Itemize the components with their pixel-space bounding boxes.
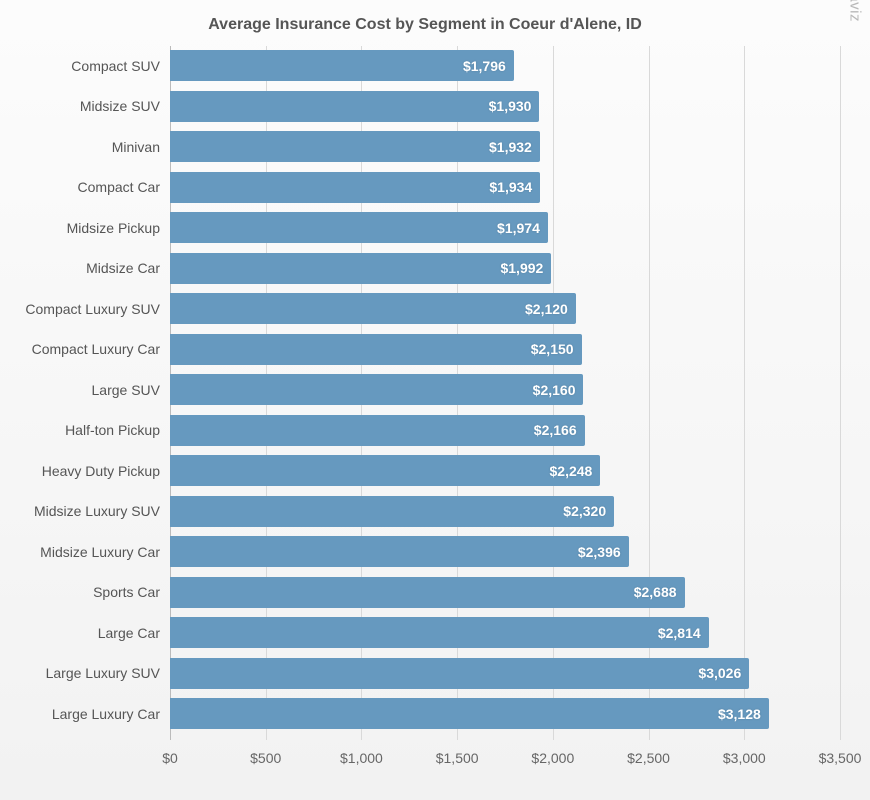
bar (170, 334, 582, 365)
category-label: Large SUV (10, 382, 160, 398)
x-tick-label: $3,500 (819, 750, 862, 766)
bar-row: Midsize SUV $1,930 (10, 91, 840, 122)
bar-value-label: $1,974 (497, 220, 540, 236)
bar-row: Large Luxury SUV $3,026 (10, 658, 840, 689)
x-tick-label: $3,000 (723, 750, 766, 766)
bar-value-label: $2,120 (525, 301, 568, 317)
category-label: Compact SUV (10, 58, 160, 74)
bar (170, 212, 548, 243)
bar-row: Large Car $2,814 (10, 617, 840, 648)
x-tick-label: $2,500 (627, 750, 670, 766)
bar (170, 658, 749, 689)
category-label: Half-ton Pickup (10, 422, 160, 438)
bar-row: Heavy Duty Pickup $2,248 (10, 455, 840, 486)
watermark: insuraviz (847, 0, 864, 22)
bar-value-label: $2,248 (550, 463, 593, 479)
bar (170, 455, 600, 486)
category-label: Compact Luxury SUV (10, 301, 160, 317)
bar-row: Sports Car $2,688 (10, 577, 840, 608)
category-label: Midsize Luxury Car (10, 544, 160, 560)
bar-value-label: $2,166 (534, 422, 577, 438)
chart-container: Average Insurance Cost by Segment in Coe… (0, 0, 870, 800)
gridline (840, 46, 841, 740)
bar-value-label: $3,128 (718, 706, 761, 722)
category-label: Heavy Duty Pickup (10, 463, 160, 479)
bar-row: Midsize Car $1,992 (10, 253, 840, 284)
x-tick-label: $500 (250, 750, 281, 766)
bar (170, 374, 583, 405)
bar-value-label: $2,160 (533, 382, 576, 398)
bar-row: Compact Luxury SUV $2,120 (10, 293, 840, 324)
category-label: Compact Luxury Car (10, 341, 160, 357)
bar-row: Compact Car $1,934 (10, 172, 840, 203)
bar-row: Compact SUV $1,796 (10, 50, 840, 81)
watermark-text: insuraviz (847, 0, 864, 22)
bar-row: Large SUV $2,160 (10, 374, 840, 405)
bar-value-label: $1,930 (489, 98, 532, 114)
bar (170, 172, 540, 203)
category-label: Minivan (10, 139, 160, 155)
category-label: Compact Car (10, 179, 160, 195)
bar (170, 91, 539, 122)
chart-plot-area: $0$500$1,000$1,500$2,000$2,500$3,000$3,5… (10, 46, 840, 766)
x-tick-label: $1,500 (436, 750, 479, 766)
bar (170, 617, 709, 648)
bar (170, 293, 576, 324)
bar (170, 536, 629, 567)
bar-value-label: $1,992 (500, 260, 543, 276)
bar-row: Midsize Pickup $1,974 (10, 212, 840, 243)
bar-value-label: $2,688 (634, 584, 677, 600)
bar-row: Large Luxury Car $3,128 (10, 698, 840, 729)
category-label: Midsize Pickup (10, 220, 160, 236)
bar-row: Midsize Luxury Car $2,396 (10, 536, 840, 567)
bar-value-label: $1,796 (463, 58, 506, 74)
bar-value-label: $2,320 (563, 503, 606, 519)
x-tick-label: $1,000 (340, 750, 383, 766)
bar (170, 496, 614, 527)
bar (170, 577, 685, 608)
bar-row: Half-ton Pickup $2,166 (10, 415, 840, 446)
category-label: Large Luxury SUV (10, 665, 160, 681)
category-label: Large Car (10, 625, 160, 641)
bar (170, 131, 540, 162)
category-label: Sports Car (10, 584, 160, 600)
bar (170, 253, 551, 284)
chart-title: Average Insurance Cost by Segment in Coe… (10, 16, 840, 34)
category-label: Midsize Car (10, 260, 160, 276)
bar-row: Midsize Luxury SUV $2,320 (10, 496, 840, 527)
bar-value-label: $2,814 (658, 625, 701, 641)
x-tick-label: $0 (162, 750, 178, 766)
category-label: Midsize SUV (10, 98, 160, 114)
category-label: Large Luxury Car (10, 706, 160, 722)
bar-value-label: $2,396 (578, 544, 621, 560)
bar-value-label: $1,934 (489, 179, 532, 195)
bar-value-label: $1,932 (489, 139, 532, 155)
x-tick-label: $2,000 (531, 750, 574, 766)
category-label: Midsize Luxury SUV (10, 503, 160, 519)
bar-value-label: $3,026 (698, 665, 741, 681)
bar-row: Compact Luxury Car $2,150 (10, 334, 840, 365)
bar-row: Minivan $1,932 (10, 131, 840, 162)
bar (170, 698, 769, 729)
bar-value-label: $2,150 (531, 341, 574, 357)
bar (170, 415, 585, 446)
